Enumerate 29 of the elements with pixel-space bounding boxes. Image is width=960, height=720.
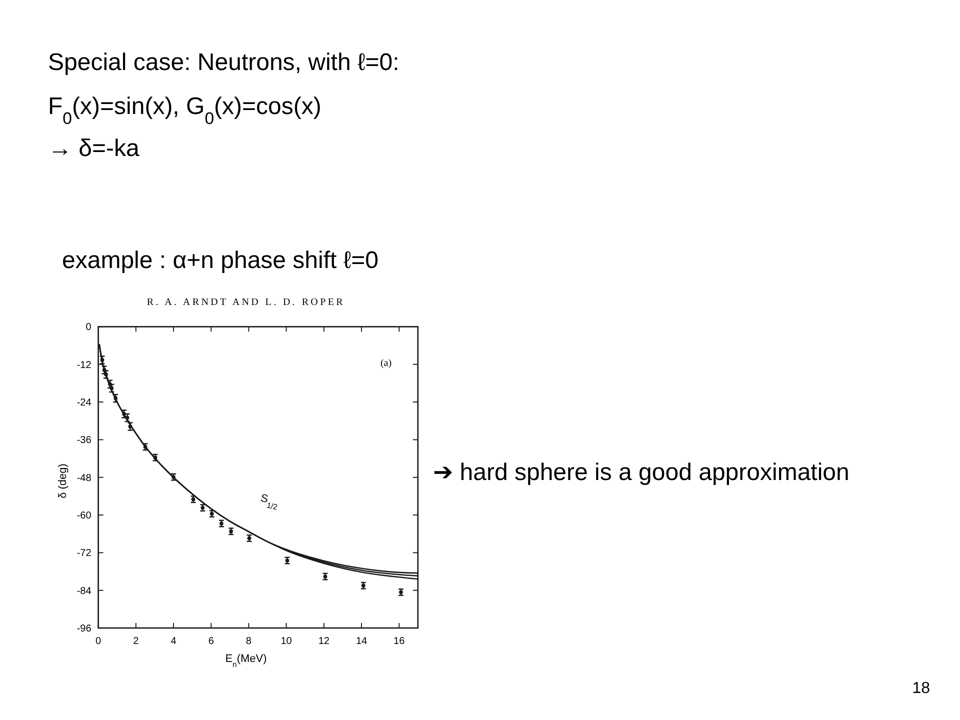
y-axis-title: δ (deg) (57, 464, 69, 498)
chart-title: example : α+n phase shift ℓ=0 (62, 247, 378, 274)
text: ➔ hard sphere is a good approximation (433, 459, 850, 486)
y-tick-label: -96 (76, 624, 92, 634)
x-tick-label: 6 (208, 636, 214, 647)
y-tick-label: -72 (76, 548, 92, 560)
x-tick-label: 10 (280, 636, 292, 647)
y-tick-label: -60 (76, 510, 92, 522)
text: 18 (912, 680, 930, 697)
y-tick-label: -48 (76, 472, 92, 484)
annotation: (a) (380, 358, 392, 369)
text: R. A. ARNDT AND L. D. ROPER (146, 297, 346, 308)
y-tick-label: -12 (76, 360, 92, 371)
y-tick-label: -84 (76, 586, 92, 597)
x-tick-label: 2 (133, 636, 140, 647)
y-tick-label: 0 (86, 322, 92, 334)
text: → δ=-ka (48, 135, 140, 162)
text: F$_{0}$(x)=sin(x), G$_{0}$(x)=cos(x) (48, 93, 322, 128)
y-tick-label: -36 (76, 435, 92, 446)
text: Special case: Neutrons, with ℓ=0: (48, 49, 400, 76)
x-tick-label: 16 (394, 636, 406, 647)
x-tick-label: 4 (170, 636, 177, 647)
y-tick-label: -24 (76, 398, 92, 409)
x-tick-label: 12 (318, 636, 330, 647)
x-axis-title: E$_{n}$(MeV) (225, 653, 267, 668)
x-tick-label: 0 (96, 636, 102, 647)
annotation: S$_{1/2}$ (260, 492, 278, 512)
x-tick-label: 14 (356, 636, 368, 647)
x-tick-label: 8 (246, 636, 252, 647)
